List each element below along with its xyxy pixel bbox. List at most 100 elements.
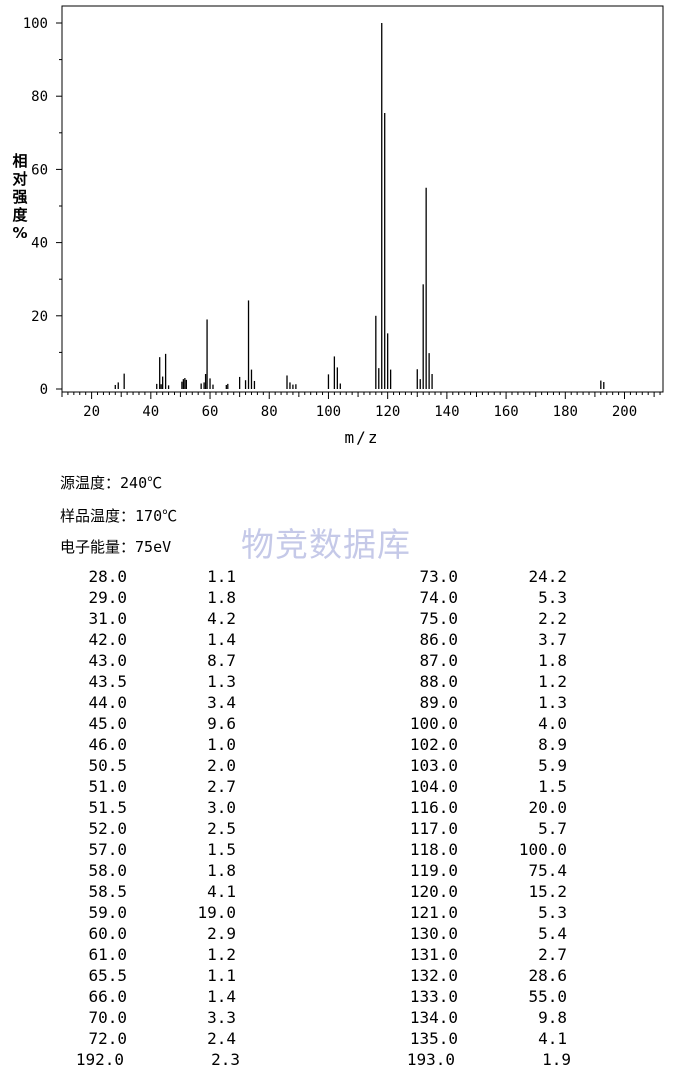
mz-value: 59.0 [88, 903, 127, 922]
x-tick-label: 160 [493, 404, 518, 420]
table-row: 104.0 1.5 [0, 776, 680, 797]
intensity-value: 1.5 [538, 777, 567, 796]
y-tick-label: 40 [31, 236, 48, 252]
table-row: 134.0 9.8 [0, 1007, 680, 1028]
intensity-value: 9.8 [538, 1008, 567, 1027]
x-tick-label: 140 [434, 404, 459, 420]
intensity-value: 1.8 [538, 651, 567, 670]
intensity-value: 4.1 [538, 1029, 567, 1048]
intensity-value: 2.9 [207, 924, 236, 943]
table-row: 59.0 19.0 [0, 902, 680, 923]
table-row: 135.0 4.1 [0, 1028, 680, 1049]
mz-value: 45.0 [88, 714, 127, 733]
mz-value: 118.0 [409, 840, 458, 859]
mz-value: 121.0 [409, 903, 458, 922]
mz-value: 100.0 [409, 714, 458, 733]
electron-energy-value: 75eV [135, 538, 172, 556]
intensity-value: 1.1 [207, 567, 236, 586]
mz-value: 58.5 [88, 882, 127, 901]
table-row: 52.0 2.5 [0, 818, 680, 839]
intensity-value: 20.0 [528, 798, 567, 817]
intensity-value: 15.2 [528, 882, 567, 901]
intensity-value: 5.7 [538, 819, 567, 838]
mz-value: 29.0 [88, 588, 127, 607]
intensity-value: 5.3 [538, 588, 567, 607]
table-row: 28.0 1.1 [0, 566, 680, 587]
mz-value: 31.0 [88, 609, 127, 628]
intensity-value: 5.3 [538, 903, 567, 922]
intensity-value: 1.1 [207, 966, 236, 985]
y-tick-label: 100 [23, 16, 48, 32]
intensity-value: 1.5 [207, 840, 236, 859]
mz-value: 43.0 [88, 651, 127, 670]
intensity-value: 2.5 [207, 819, 236, 838]
y-tick-label: 60 [31, 162, 48, 178]
table-row: 131.0 2.7 [0, 944, 680, 965]
mz-value: 193.0 [406, 1050, 455, 1069]
intensity-value: 1.9 [542, 1050, 571, 1069]
intensity-value: 1.4 [207, 630, 236, 649]
mz-value: 87.0 [419, 651, 458, 670]
mz-value: 89.0 [419, 693, 458, 712]
intensity-value: 1.8 [207, 861, 236, 880]
peak-table: 28.0 1.1 29.0 1.8 31.0 4.2 42.0 1.4 43.0 8.7 43.5 1… [0, 566, 680, 1071]
table-row: 103.0 5.9 [0, 755, 680, 776]
intensity-value: 9.6 [207, 714, 236, 733]
intensity-value: 8.7 [207, 651, 236, 670]
table-row: 116.0 20.0 [0, 797, 680, 818]
intensity-value: 4.2 [207, 609, 236, 628]
table-row: 58.0 1.8 [0, 860, 680, 881]
table-row: 133.0 55.0 [0, 986, 680, 1007]
mz-value: 132.0 [409, 966, 458, 985]
mz-value: 116.0 [409, 798, 458, 817]
mz-value: 50.5 [88, 756, 127, 775]
table-row: 44.0 3.4 [0, 692, 680, 713]
x-tick-label: 100 [316, 404, 341, 420]
intensity-value: 1.0 [207, 735, 236, 754]
y-axis-ticks: 0 20 40 60 80 100 [23, 16, 62, 398]
table-row: 51.0 2.7 [0, 776, 680, 797]
table-row: 118.0 100.0 [0, 839, 680, 860]
intensity-value: 24.2 [528, 567, 567, 586]
table-row: 58.5 4.1 [0, 881, 680, 902]
mz-value: 120.0 [409, 882, 458, 901]
x-tick-label: 40 [142, 404, 159, 420]
source-temperature: 源温度：240℃ [60, 472, 162, 493]
table-row: 42.0 1.4 [0, 629, 680, 650]
mz-value: 192.0 [75, 1050, 124, 1069]
mz-value: 57.0 [88, 840, 127, 859]
mz-value: 72.0 [88, 1029, 127, 1048]
mz-value: 51.0 [88, 777, 127, 796]
intensity-value: 100.0 [518, 840, 567, 859]
intensity-value: 1.3 [207, 672, 236, 691]
table-row: 66.0 1.4 [0, 986, 680, 1007]
sample-temperature-label: 样品温度： [60, 507, 136, 525]
table-row: 73.0 24.2 [0, 566, 680, 587]
table-row: 193.0 1.9 [0, 1049, 680, 1070]
intensity-value: 2.2 [538, 609, 567, 628]
mz-value: 28.0 [88, 567, 127, 586]
table-row: 50.5 2.0 [0, 755, 680, 776]
table-row: 74.0 5.3 [0, 587, 680, 608]
x-tick-label: 20 [83, 404, 100, 420]
y-tick-label: 20 [31, 309, 48, 325]
x-axis-label: m/z [345, 428, 380, 447]
intensity-value: 1.8 [207, 588, 236, 607]
mz-value: 58.0 [88, 861, 127, 880]
electron-energy-label: 电子能量： [60, 538, 136, 556]
table-row: 61.0 1.2 [0, 944, 680, 965]
sample-temperature: 样品温度：170℃ [60, 505, 177, 526]
intensity-value: 1.2 [207, 945, 236, 964]
table-row: 120.0 15.2 [0, 881, 680, 902]
intensity-value: 55.0 [528, 987, 567, 1006]
mz-value: 117.0 [409, 819, 458, 838]
y-axis-label: 相对强度% [12, 152, 28, 242]
mz-value: 119.0 [409, 861, 458, 880]
x-tick-label: 200 [612, 404, 637, 420]
intensity-value: 28.6 [528, 966, 567, 985]
mz-value: 43.5 [88, 672, 127, 691]
mz-value: 133.0 [409, 987, 458, 1006]
mz-value: 42.0 [88, 630, 127, 649]
intensity-value: 3.4 [207, 693, 236, 712]
mz-value: 103.0 [409, 756, 458, 775]
